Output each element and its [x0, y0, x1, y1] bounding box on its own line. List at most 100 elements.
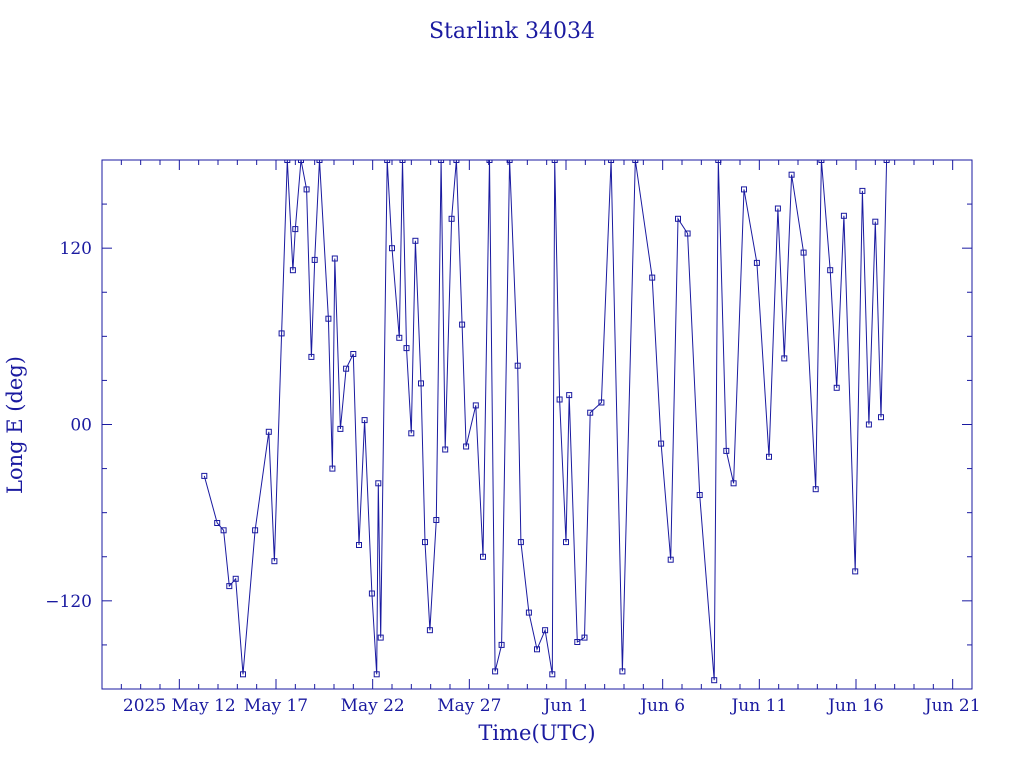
data-point [201, 472, 208, 479]
data-point [730, 480, 737, 487]
x-tick-label: Jun 6 [638, 696, 685, 716]
data-point [226, 583, 233, 590]
data-point [619, 668, 626, 675]
data-point [433, 517, 440, 523]
data-point [711, 677, 718, 684]
data-point [472, 402, 479, 409]
data-point [872, 218, 879, 225]
series-line [203, 160, 888, 681]
x-tick-label: Jun 11 [729, 696, 787, 716]
data-point [598, 399, 605, 406]
data-point [331, 255, 338, 262]
data-point [684, 230, 691, 237]
x-tick-labels: 2025 May 12 May 17 May 22 May 27 Jun 1 Jun 6 J… [123, 696, 981, 716]
data-point [551, 160, 558, 163]
data-point [303, 186, 310, 193]
x-tick-label: Jun 21 [923, 696, 981, 716]
data-point [284, 160, 291, 163]
data-point [542, 627, 549, 634]
data-point [463, 443, 470, 450]
data-point [498, 641, 505, 648]
data-point [723, 447, 730, 454]
x-axis-label: Time(UTC) [478, 721, 595, 745]
data-point [356, 542, 362, 548]
data-point [289, 267, 296, 274]
data-point [715, 160, 722, 163]
data-point [329, 465, 336, 472]
data-point [800, 249, 807, 256]
x-tick-label: May 22 [341, 696, 405, 716]
data-point [608, 160, 615, 163]
data-point [840, 212, 847, 219]
data-point [878, 414, 884, 421]
y-axis-label: Long E (deg) [3, 356, 27, 494]
data-point [632, 160, 639, 163]
data-point [422, 539, 428, 546]
data-point [418, 380, 424, 387]
y-tick-label: 120 [60, 239, 92, 259]
data-point [852, 568, 859, 575]
data-point [818, 160, 825, 163]
data-point [396, 334, 403, 341]
chart-title: Starlink 34034 [429, 19, 595, 44]
data-point [827, 267, 834, 274]
data-point [316, 160, 323, 163]
y-tick-label: 00 [70, 416, 92, 436]
data-point [833, 384, 840, 391]
data-point [292, 226, 299, 233]
data-point [373, 671, 380, 678]
data-point [812, 486, 819, 493]
data-point [377, 634, 384, 641]
data-point [442, 446, 449, 453]
data-point [308, 353, 315, 360]
series-group [201, 160, 890, 684]
x-tick-label: Jun 1 [542, 696, 589, 716]
data-point [574, 639, 581, 645]
data-point [389, 245, 395, 252]
data-point [658, 440, 665, 447]
data-point [252, 527, 259, 534]
data-point [265, 428, 272, 435]
data-point [384, 160, 391, 163]
data-point [563, 539, 569, 546]
data-point [459, 321, 466, 328]
data-point [412, 237, 419, 244]
data-point [368, 590, 375, 597]
data-point [448, 215, 455, 222]
data-point [549, 671, 556, 678]
y-tick-labels: −120 00 120 [45, 239, 92, 612]
data-point [556, 396, 563, 403]
data-point [788, 171, 795, 178]
data-point [278, 330, 285, 337]
x-tick-label: May 27 [437, 696, 501, 716]
data-point [587, 409, 594, 416]
data-point [480, 553, 486, 560]
data-point [525, 609, 532, 616]
data-point [506, 160, 513, 163]
data-point [311, 256, 318, 263]
data-point [337, 425, 344, 432]
data-point [453, 160, 460, 163]
data-point [220, 527, 227, 534]
data-point [232, 575, 239, 582]
x-tick-label: 2025 May 12 [123, 696, 236, 716]
data-point [883, 160, 890, 163]
data-point [486, 160, 493, 163]
data-point [403, 345, 410, 352]
data-point [350, 351, 357, 357]
data-point [514, 362, 521, 369]
data-point [649, 274, 656, 281]
plot-frame [101, 159, 973, 690]
data-point [271, 558, 278, 565]
data-point [343, 365, 350, 372]
data-point [566, 392, 573, 399]
data-point [298, 160, 304, 163]
data-point [517, 539, 524, 546]
data-point [325, 315, 332, 322]
data-point [240, 671, 246, 678]
x-tick-label: Jun 16 [826, 696, 884, 716]
axis-ticks [101, 160, 973, 689]
data-point [426, 627, 433, 634]
y-tick-label: −120 [45, 592, 92, 612]
data-point [399, 160, 406, 163]
